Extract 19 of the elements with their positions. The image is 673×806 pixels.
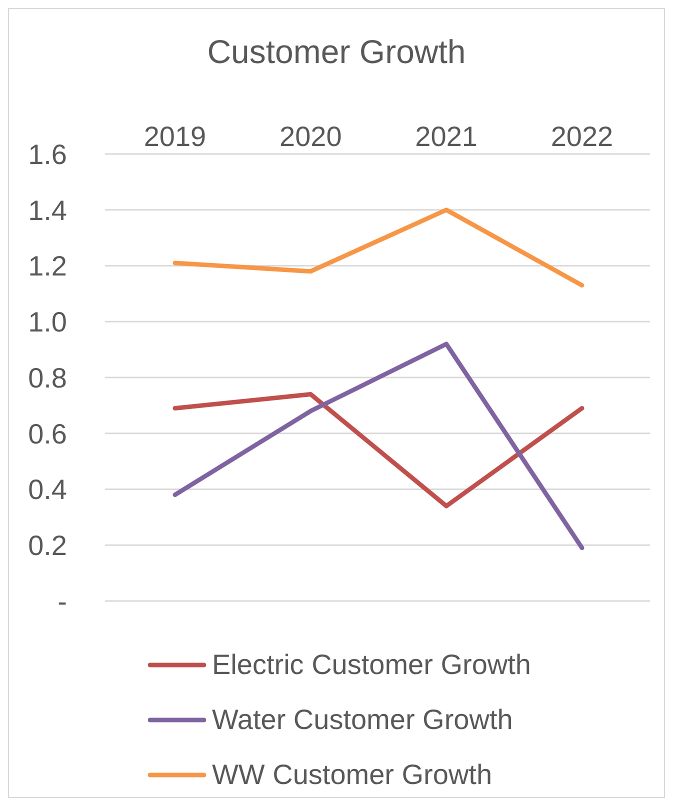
y-tick-label: 1.2 bbox=[28, 250, 67, 282]
x-tick-label: 2022 bbox=[550, 121, 614, 152]
y-tick-label: 0.2 bbox=[28, 530, 67, 562]
y-tick-label: 1.6 bbox=[28, 138, 67, 170]
x-tick-label: 2021 bbox=[415, 121, 478, 152]
y-tick-label: 1.4 bbox=[28, 194, 67, 226]
x-tick-label: 2019 bbox=[144, 121, 206, 152]
legend-label: Electric Customer Growth bbox=[212, 648, 531, 680]
y-tick-label: 0.6 bbox=[28, 418, 67, 450]
y-tick-label: - bbox=[58, 586, 67, 617]
x-tick-label: 2020 bbox=[280, 121, 342, 152]
line-series bbox=[172, 342, 584, 550]
legend-label: Water Customer Growth bbox=[212, 704, 513, 736]
legend-label: WW Customer Growth bbox=[212, 758, 492, 790]
chart-title: Customer Growth bbox=[206, 32, 467, 72]
y-tick-label: 1.0 bbox=[28, 306, 67, 338]
y-tick-label: 0.8 bbox=[28, 362, 67, 394]
y-tick-label: 0.4 bbox=[28, 474, 67, 506]
line-series bbox=[172, 208, 584, 288]
